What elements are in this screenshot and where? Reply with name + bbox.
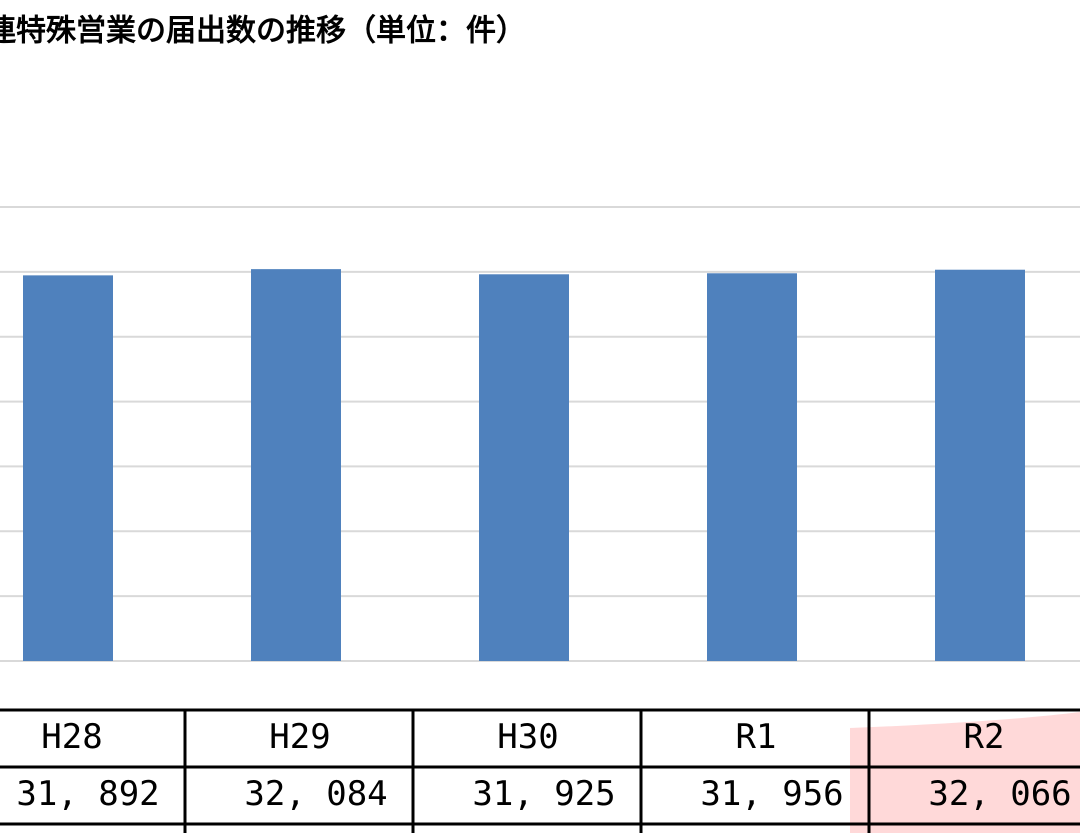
table-value: 31, 956 — [700, 774, 843, 814]
table-header: R1 — [736, 717, 777, 757]
table-header: H29 — [269, 717, 330, 757]
table-header: H28 — [41, 717, 102, 757]
table-value: 31, 892 — [16, 774, 159, 814]
highlight — [850, 712, 1080, 833]
chart-title: 連特殊営業の届出数の推移（単位：件） — [0, 14, 526, 49]
table-header: R2 — [964, 717, 1005, 757]
bar — [707, 273, 797, 661]
bar — [251, 269, 341, 661]
table-value: 32, 084 — [244, 774, 387, 814]
table-value: 31, 925 — [472, 774, 615, 814]
bar — [479, 274, 569, 661]
bar — [935, 269, 1025, 661]
table-header: H30 — [497, 717, 558, 757]
bar — [23, 275, 113, 661]
table-value: 32, 066 — [928, 774, 1071, 814]
